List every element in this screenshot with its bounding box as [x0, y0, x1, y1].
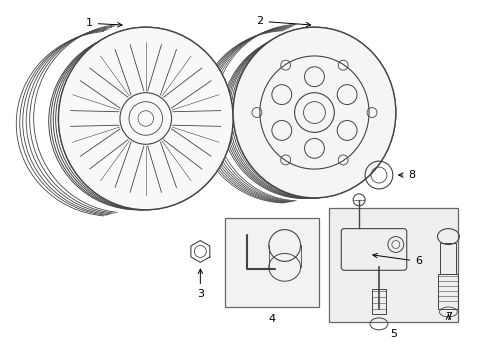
Text: 5: 5	[391, 329, 397, 339]
Text: 3: 3	[197, 269, 204, 299]
Text: 1: 1	[86, 18, 122, 28]
Text: 2: 2	[256, 16, 311, 27]
Ellipse shape	[58, 27, 233, 210]
Text: 6: 6	[373, 253, 422, 266]
Text: 7: 7	[445, 312, 452, 322]
Bar	[441, 243, 456, 274]
Ellipse shape	[233, 27, 396, 198]
Bar	[372, 289, 386, 314]
Text: 8: 8	[399, 170, 415, 180]
Bar	[329, 208, 458, 322]
Text: 4: 4	[269, 314, 276, 324]
Bar	[225, 218, 319, 307]
Bar	[439, 274, 458, 309]
